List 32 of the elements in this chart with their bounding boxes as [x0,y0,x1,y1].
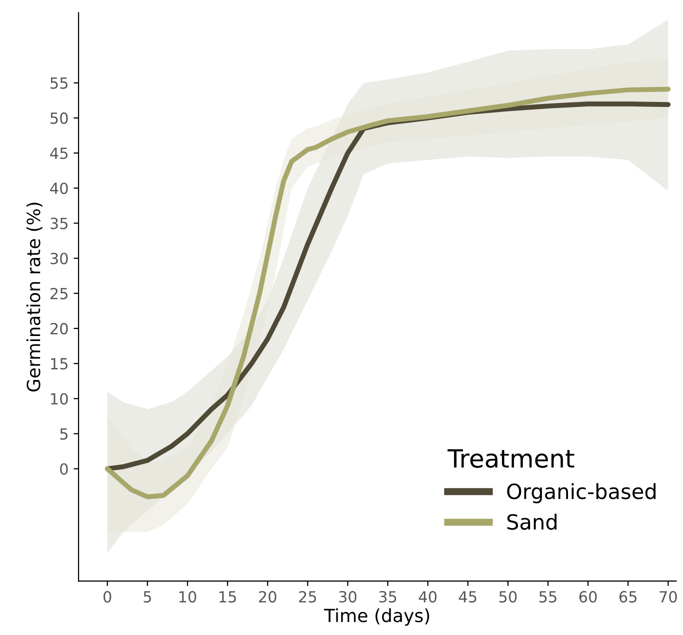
x-tick-label: 0 [104,591,112,603]
x-tick-label: 70 [660,591,677,603]
x-tick-label: 45 [458,591,476,603]
y-tick-label: 45 [50,148,68,160]
y-tick-label: 25 [50,288,68,300]
x-tick-label: 15 [220,591,236,603]
x-tick-label: 30 [339,591,356,603]
x-tick-label: 65 [619,591,636,603]
y-tick-label: 0 [60,463,68,475]
y-tick-label: 55 [50,78,68,89]
x-tick-label: 5 [144,591,151,603]
y-tick-label: 5 [60,428,68,440]
x-tick-label: 50 [499,591,517,603]
x-axis-title: Time (days) [324,608,430,626]
x-tick-label: 10 [179,591,196,603]
y-axis-title: Germination rate (%) [26,202,42,392]
legend-label: Sand [507,514,556,530]
y-tick-label: 20 [50,322,68,334]
y-tick-label: 15 [51,358,68,370]
x-tick-label: 35 [379,591,396,603]
y-tick-label: 40 [50,182,68,194]
x-tick-label: 25 [299,591,316,603]
y-tick-label: 35 [50,218,68,230]
legend-label: Organic-based [507,483,656,504]
x-tick-label: 55 [539,591,556,603]
y-tick-label: 50 [50,112,68,124]
y-tick-label: 10 [51,393,68,405]
x-tick-label: 20 [259,591,276,603]
y-tick-label: 30 [50,252,68,264]
x-tick-label: 40 [418,591,437,603]
legend-title: Treatment [448,449,574,468]
x-tick-label: 60 [579,591,597,603]
